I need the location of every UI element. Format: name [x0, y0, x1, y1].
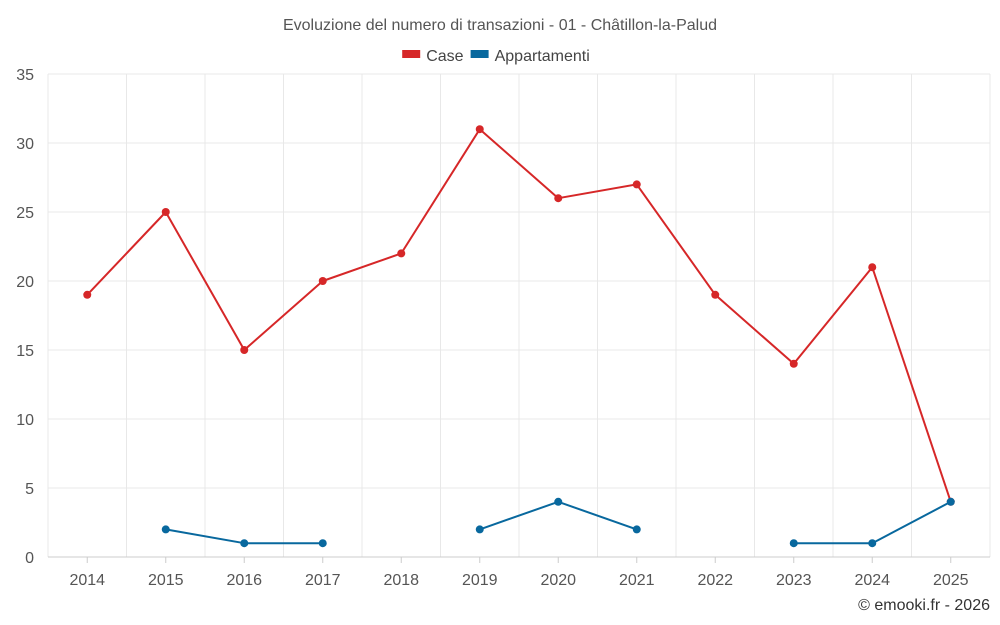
x-tick-label-2018: 2018 — [383, 572, 419, 589]
x-tick-label-2015: 2015 — [148, 572, 184, 589]
point-appartamenti-2020 — [554, 497, 563, 506]
point-appartamenti-2019 — [475, 525, 484, 534]
y-tick-label-0: 0 — [25, 550, 34, 567]
series-group — [83, 125, 955, 548]
point-case-2021 — [632, 180, 641, 189]
point-appartamenti-2025 — [946, 497, 955, 506]
x-axis: 2014 2015 2016 2017 2018 2019 2020 2021 2022 2023… — [48, 556, 990, 589]
x-tick-label-2017: 2017 — [305, 572, 341, 589]
y-tick-label-30: 30 — [16, 136, 34, 153]
point-appartamenti-2021 — [632, 525, 641, 534]
point-case-2020 — [554, 194, 563, 203]
x-tick-label-2020: 2020 — [540, 572, 576, 589]
x-tick-label-2016: 2016 — [226, 572, 262, 589]
point-case-2018 — [397, 249, 406, 258]
series-line-appartamenti — [479, 500, 638, 531]
legend-swatch-appartamenti — [470, 50, 489, 58]
y-tick-label-5: 5 — [25, 481, 34, 498]
y-axis: 0 5 10 15 20 25 30 35 — [16, 67, 34, 567]
y-tick-label-20: 20 — [16, 274, 34, 291]
y-tick-label-35: 35 — [16, 67, 34, 84]
x-tick-label-2022: 2022 — [697, 572, 733, 589]
x-tick-label-2021: 2021 — [619, 572, 655, 589]
point-appartamenti-2023 — [789, 539, 798, 548]
chart-grid — [47, 73, 991, 558]
legend-swatch-case — [402, 50, 421, 58]
point-case-2024 — [868, 263, 877, 272]
credit-text: © emooki.fr - 2026 — [858, 597, 990, 614]
point-appartamenti-2017 — [318, 539, 327, 548]
x-tick-label-2024: 2024 — [854, 572, 890, 589]
series-line-case — [86, 128, 952, 503]
point-appartamenti-2016 — [240, 539, 249, 548]
x-tick-label-2025: 2025 — [933, 572, 969, 589]
point-case-2022 — [711, 290, 720, 299]
y-tick-label-25: 25 — [16, 205, 34, 222]
point-appartamenti-2024 — [868, 539, 877, 548]
x-tick-label-2023: 2023 — [776, 572, 812, 589]
legend-label-appartamenti: Appartamenti — [495, 48, 590, 65]
x-tick-label-2014: 2014 — [69, 572, 105, 589]
point-case-2014 — [83, 290, 92, 299]
chart-legend: Case Appartamenti — [402, 48, 590, 65]
point-case-2016 — [240, 346, 249, 354]
point-case-2017 — [318, 277, 327, 285]
chart-title: Evoluzione del numero di transazioni - 0… — [283, 17, 717, 34]
series-line-appartamenti — [793, 500, 952, 545]
y-tick-label-10: 10 — [16, 412, 34, 429]
point-appartamenti-2015 — [161, 525, 170, 534]
point-case-2019 — [475, 125, 484, 134]
point-case-2023 — [789, 359, 798, 368]
legend-label-case: Case — [426, 48, 463, 65]
point-case-2015 — [161, 208, 170, 216]
y-tick-label-15: 15 — [16, 343, 34, 360]
x-tick-label-2019: 2019 — [462, 572, 498, 589]
